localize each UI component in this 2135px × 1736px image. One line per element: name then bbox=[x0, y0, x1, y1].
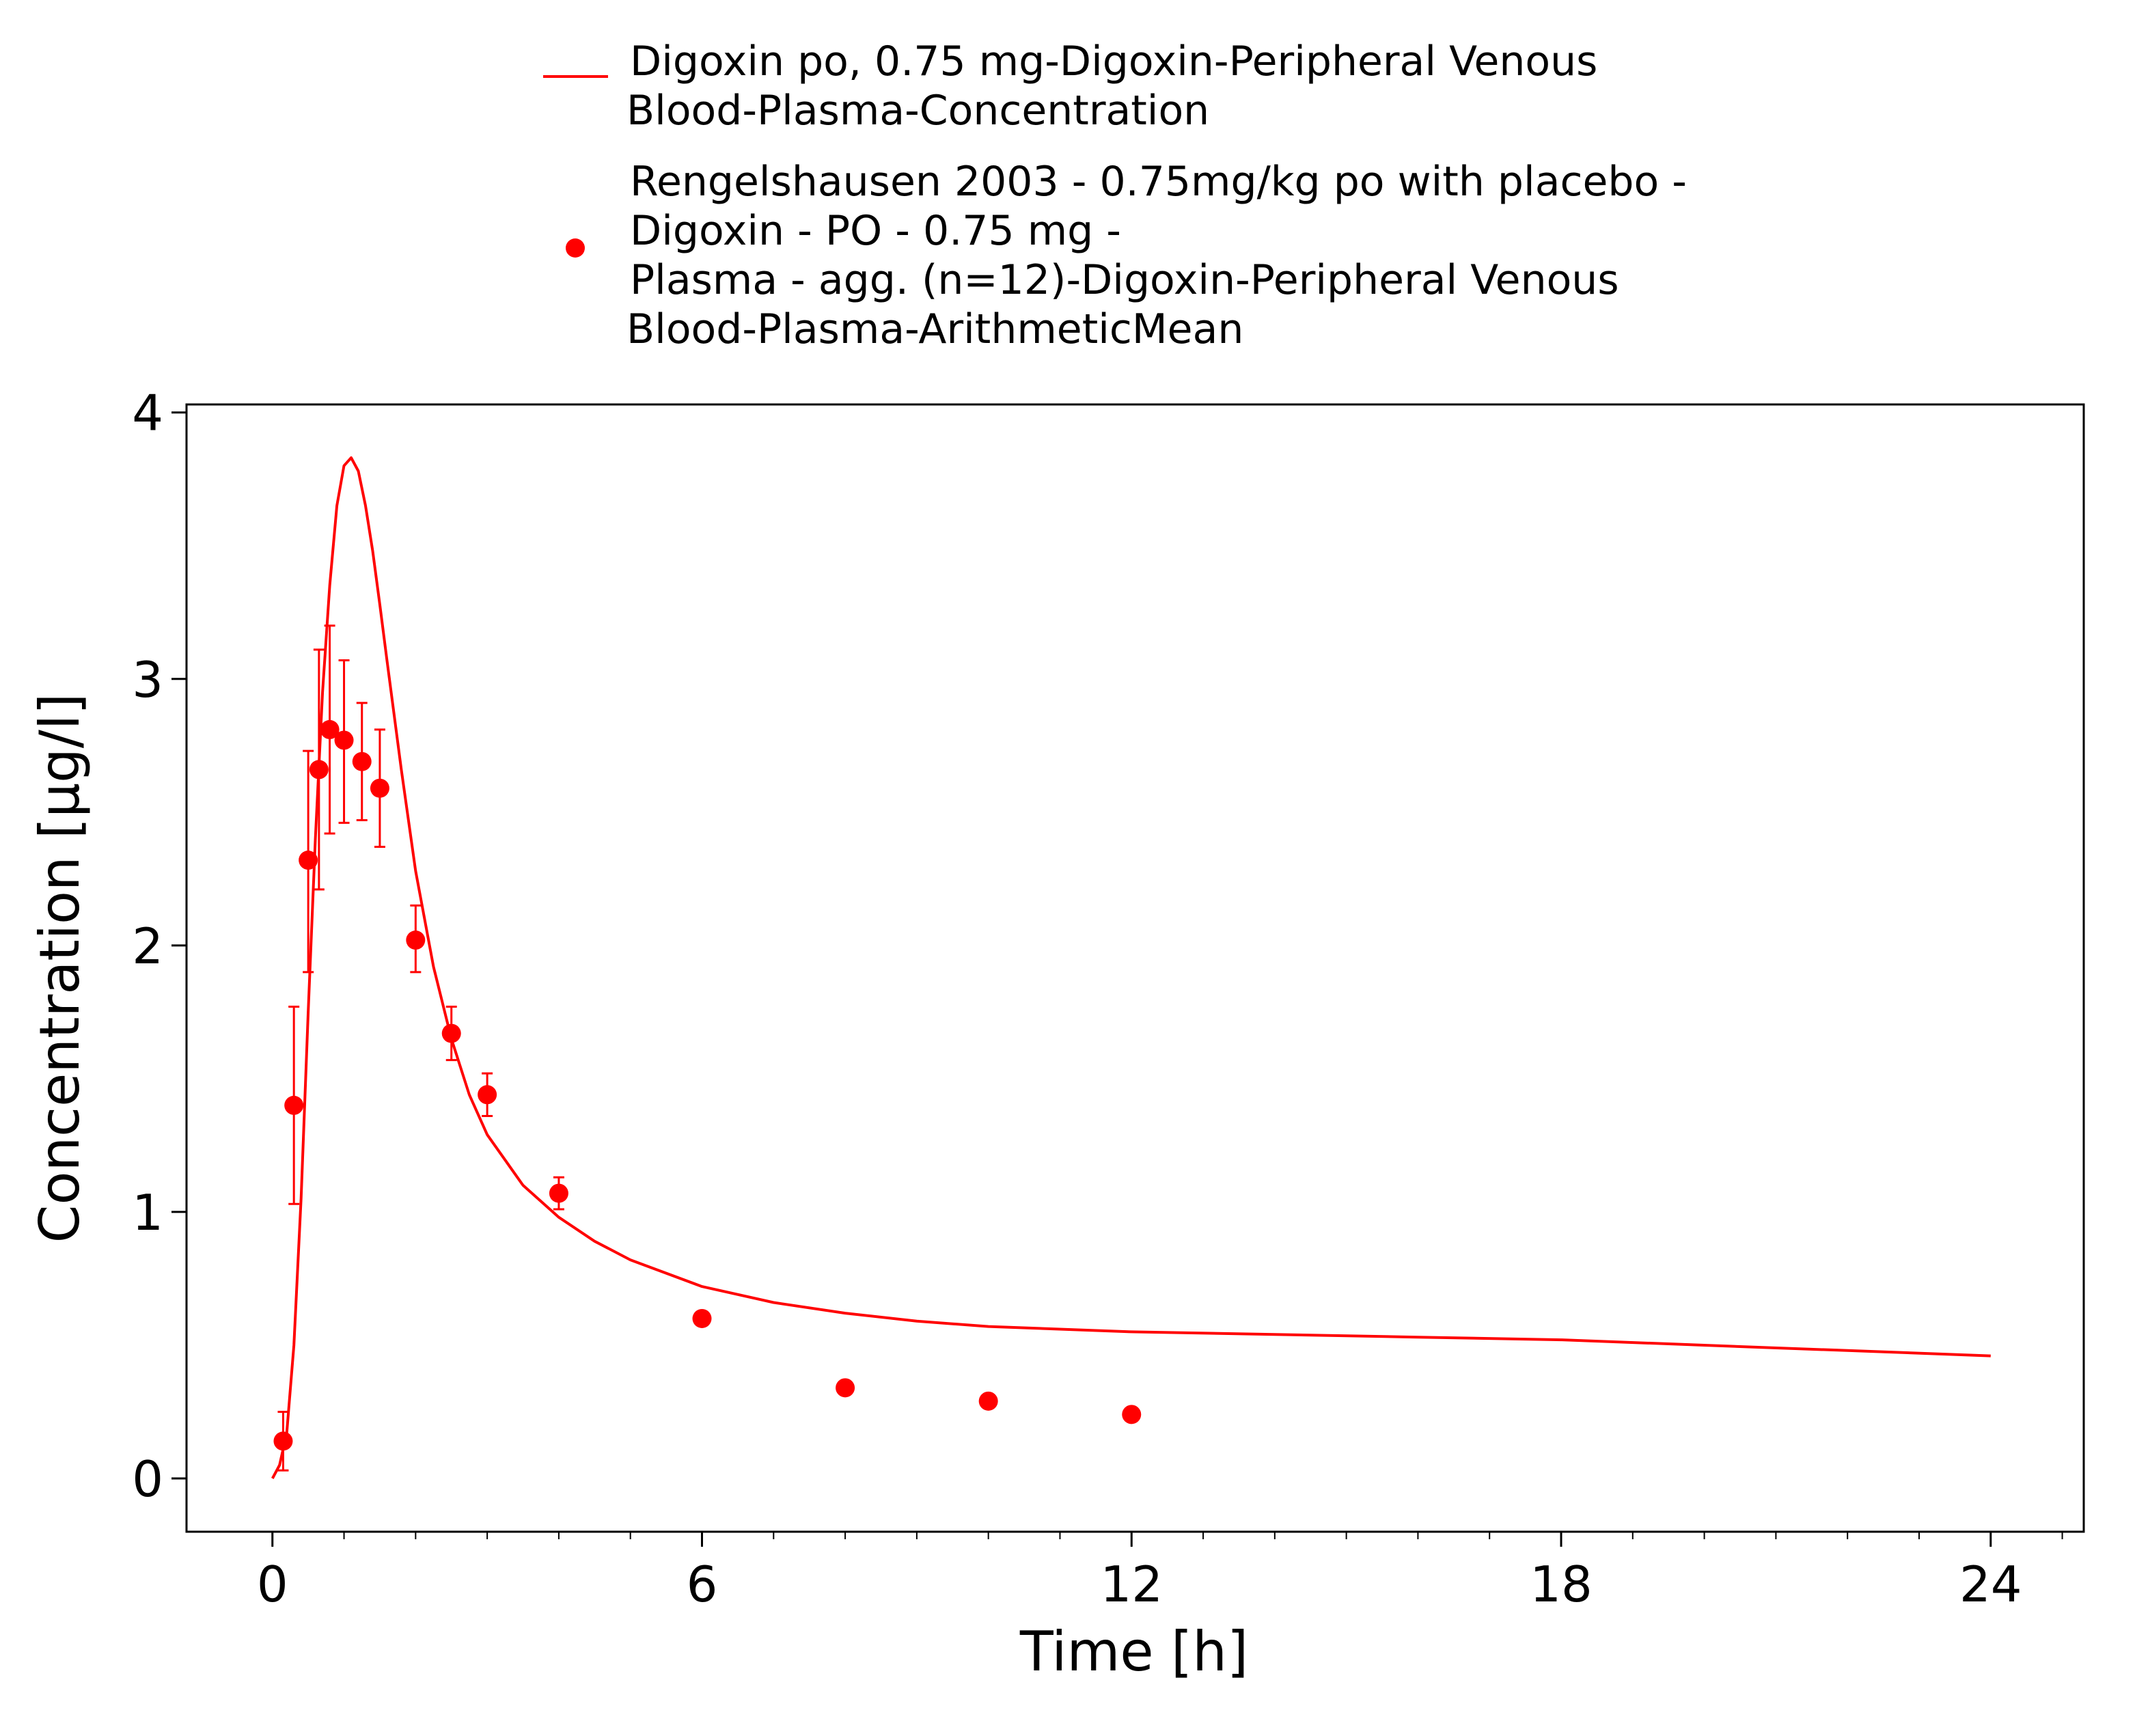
x-tick-label: 0 bbox=[257, 1556, 288, 1613]
plot-series bbox=[271, 456, 1991, 1479]
observed-data-point bbox=[370, 778, 389, 798]
observed-data-point bbox=[1122, 1405, 1142, 1424]
x-tick-label: 12 bbox=[1100, 1556, 1163, 1613]
observed-data-point bbox=[352, 752, 372, 771]
y-tick-label: 2 bbox=[132, 918, 163, 975]
observed-data-point bbox=[309, 760, 329, 780]
observed-data-point bbox=[284, 1095, 304, 1115]
legend-entry-line-label-2: Blood-Plasma-Concentration bbox=[626, 87, 1209, 135]
legend-marker-swatch bbox=[566, 238, 585, 258]
observed-data-point bbox=[299, 851, 318, 870]
y-tick-label: 4 bbox=[132, 385, 163, 442]
y-tick-label: 0 bbox=[132, 1450, 163, 1508]
observed-data-point bbox=[478, 1085, 497, 1105]
x-axis-label: Time [h] bbox=[1019, 1620, 1248, 1683]
x-tick-label: 24 bbox=[1959, 1556, 2022, 1613]
observed-data-point bbox=[978, 1391, 998, 1411]
x-tick-label: 18 bbox=[1530, 1556, 1593, 1613]
x-axis: 0 6 12 18 24 bbox=[257, 1532, 2063, 1613]
observed-data-point bbox=[406, 931, 426, 950]
observed-data-point bbox=[334, 730, 354, 750]
simulated-concentration-line bbox=[271, 456, 1991, 1479]
legend: Digoxin po, 0.75 mg-Digoxin-Peripheral V… bbox=[543, 38, 1687, 353]
legend-entry-scatter-label-1: Rengelshausen 2003 - 0.75mg/kg po with p… bbox=[630, 158, 1687, 206]
legend-entry-scatter-label-2: Digoxin - PO - 0.75 mg - bbox=[630, 207, 1121, 255]
observed-data-point bbox=[549, 1183, 568, 1203]
legend-entry-line-label-1: Digoxin po, 0.75 mg-Digoxin-Peripheral V… bbox=[630, 38, 1597, 85]
y-tick-label: 3 bbox=[132, 651, 163, 708]
observed-data-point bbox=[836, 1378, 855, 1398]
observed-data-point bbox=[273, 1431, 293, 1451]
y-tick-label: 1 bbox=[132, 1184, 163, 1241]
observed-data-point bbox=[320, 719, 340, 739]
y-axis: 0 1 2 3 4 bbox=[132, 385, 187, 1508]
plot-area-frame bbox=[185, 403, 2085, 1533]
observed-data-point bbox=[692, 1308, 712, 1328]
x-tick-label: 6 bbox=[687, 1556, 718, 1613]
legend-entry-scatter-label-4: Blood-Plasma-ArithmeticMean bbox=[626, 305, 1243, 353]
y-axis-label: Concentration [µg/l] bbox=[28, 693, 92, 1243]
legend-entry-scatter-label-3: Plasma - agg. (n=12)-Digoxin-Peripheral … bbox=[630, 256, 1619, 304]
observed-data-point bbox=[441, 1023, 461, 1043]
